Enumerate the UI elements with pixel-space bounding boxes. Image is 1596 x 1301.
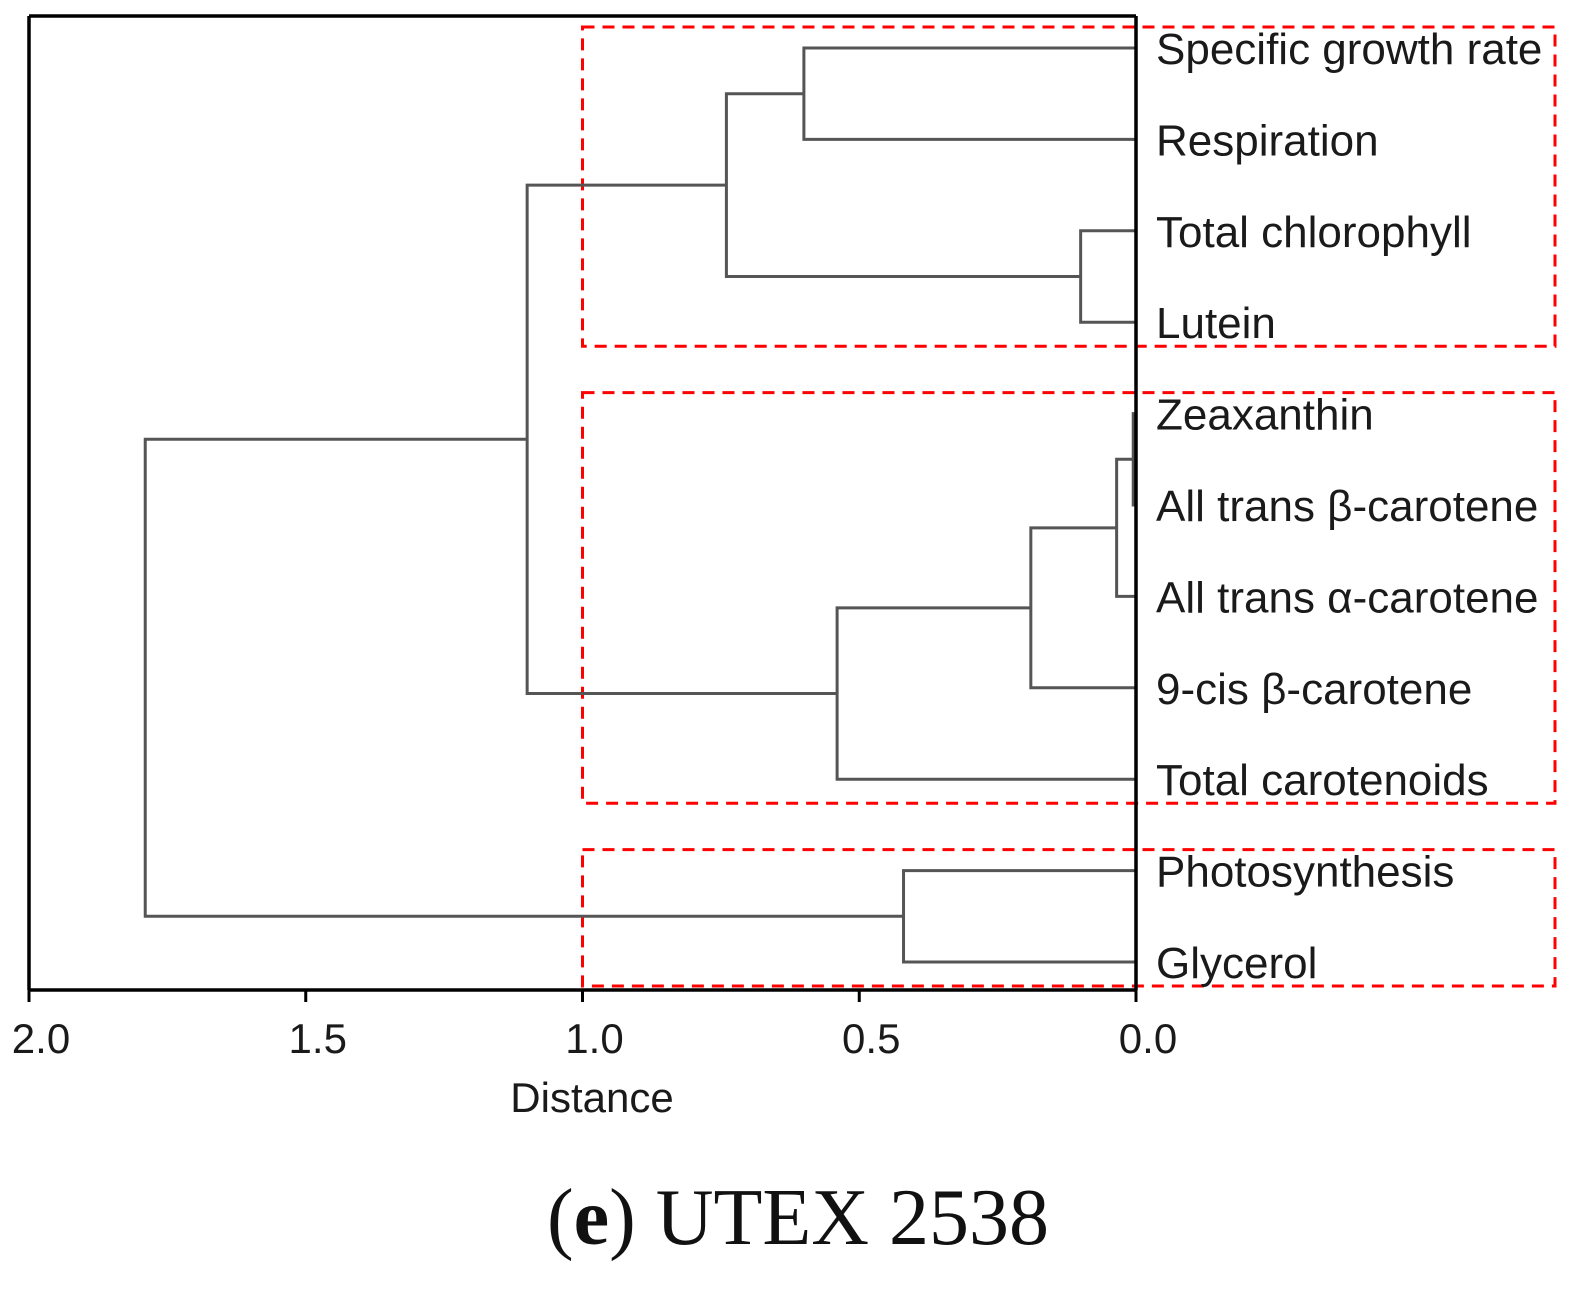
x-axis-ticks: 2.0 1.5 1.0 0.5 0.0 (12, 990, 1177, 1062)
leaf-label-10: Photosynthesis (1156, 848, 1454, 897)
dendrogram-link-n6 (802, 46, 1136, 141)
dendrogram-link-n5 (1079, 229, 1136, 324)
leaf-label-8: 9-cis β-carotene (1156, 665, 1472, 714)
leaf-label-7: All trans α-carotene (1156, 573, 1539, 622)
dendrogram-tree (143, 46, 1136, 964)
x-axis-title: Distance (510, 1074, 673, 1121)
leaf-label-9: Total carotenoids (1156, 756, 1489, 805)
leaf-label-1: Specific growth rate (1156, 25, 1542, 74)
x-tick-label-3: 0.5 (842, 1015, 900, 1062)
dendrogram-link-n7 (724, 92, 1081, 278)
dendrogram-link-n8 (902, 869, 1136, 964)
x-tick-label-0: 2.0 (12, 1015, 70, 1062)
dendrogram-link-n2 (1115, 457, 1136, 598)
x-tick-label-2: 1.0 (565, 1015, 623, 1062)
dendrogram-link-n10 (143, 437, 904, 918)
x-tick-label-1: 1.5 (289, 1015, 347, 1062)
plot-frame (27, 14, 1138, 992)
dendrogram-link-n4 (835, 606, 1136, 781)
leaf-label-6: All trans β-carotene (1156, 482, 1538, 531)
leaf-label-4: Lutein (1156, 299, 1276, 348)
leaf-label-3: Total chlorophyll (1156, 208, 1472, 257)
x-tick-label-4: 0.0 (1119, 1015, 1177, 1062)
dendrogram-link-n9 (525, 183, 838, 696)
figure-caption: (e) UTEX 2538 (546, 1174, 1050, 1262)
leaf-label-11: Glycerol (1156, 939, 1317, 988)
cluster-box-1 (581, 25, 1557, 348)
cluster-box-2 (581, 391, 1557, 805)
leaf-label-5: Zeaxanthin (1156, 391, 1374, 440)
dendrogram-chart: 2.0 1.5 1.0 0.5 0.0 Specific growth rate Resp… (12, 14, 1557, 1121)
caption-strain: UTEX 2538 (655, 1174, 1050, 1262)
dendrogram-link-n3 (1029, 526, 1136, 690)
caption-panel-letter: e (573, 1174, 610, 1262)
leaf-label-2: Respiration (1156, 116, 1379, 165)
leaf-labels: Specific growth rate Respiration Total chl… (1156, 25, 1542, 988)
